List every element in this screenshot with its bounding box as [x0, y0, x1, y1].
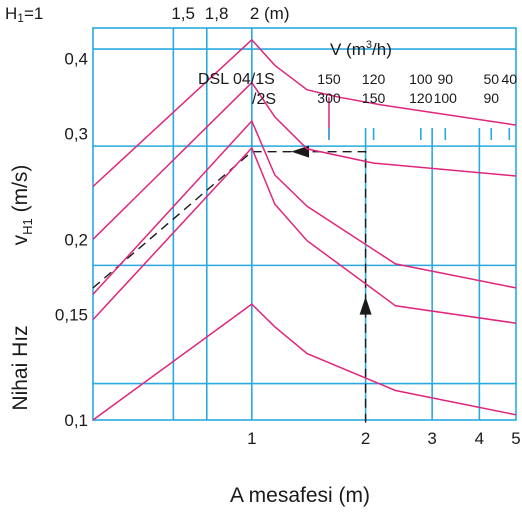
x-tick-label: 4: [475, 429, 484, 448]
flow-column-top: 100: [409, 71, 433, 87]
arrow-left-marker: [291, 145, 310, 158]
x-tick-label: 5: [511, 429, 520, 448]
flow-column-top: 90: [438, 71, 454, 87]
y-axis-title: vH1 (m/s): [9, 165, 35, 246]
series-line: [92, 146, 517, 324]
x-tick-label: 1: [247, 429, 256, 448]
y-tick-label: 0,2: [64, 230, 88, 249]
flow-column-top: 120: [362, 71, 386, 87]
series-label-top: DSL 04/1S: [198, 71, 275, 88]
series-label-bottom: /2S: [252, 91, 276, 108]
top-scale-lead: H1=1: [5, 4, 43, 25]
top-scale-label: 1,5: [171, 4, 195, 23]
flow-column-bottom: 120: [409, 90, 433, 106]
flow-column-bottom: 90: [483, 90, 499, 106]
y-tick-labels: 0,4 0,3 0,2 0,15 0,1: [55, 50, 88, 430]
y-tick-label: 0,4: [64, 50, 88, 69]
arrow-up-marker: [359, 296, 372, 315]
flow-column-top: 50: [483, 71, 499, 87]
y-tick-label: 0,1: [64, 411, 88, 430]
x-tick-labels: 1 2 3 4 5: [247, 429, 521, 448]
flow-title: V (m3/h): [330, 39, 392, 59]
flow-column-top: 150: [317, 71, 341, 87]
guide-dashed-line: [92, 150, 367, 423]
top-scale-ticks: 1,5 1,8 2 (m): [171, 4, 289, 23]
y-tick-label: 0,3: [64, 125, 88, 144]
top-scale-label: 2 (m): [250, 4, 290, 23]
top-scale-label: 1,8: [205, 4, 229, 23]
flow-column-bottom: 150: [362, 90, 386, 106]
series-line: [92, 38, 517, 188]
series-line: [92, 303, 517, 421]
labels: H1=1 1,5 1,8 2 (m) V (m3/h) DSL 04/1S /2S …: [5, 4, 521, 507]
x-tick-label: 2: [361, 429, 370, 448]
flow-column-bottom: 300: [317, 90, 341, 106]
plot-frame: [92, 27, 517, 421]
y-tick-label: 0,15: [55, 305, 88, 324]
x-tick-label: 3: [427, 429, 436, 448]
series-line: [92, 81, 517, 240]
y-axis-side-title: Nihai Hız: [9, 325, 32, 410]
guide-path: [92, 145, 372, 423]
x-axis-title: A mesafesi (m): [230, 484, 370, 507]
flow-column-top: 40: [502, 71, 518, 87]
series-line: [92, 119, 517, 295]
flow-column-bottom: 100: [434, 90, 458, 106]
